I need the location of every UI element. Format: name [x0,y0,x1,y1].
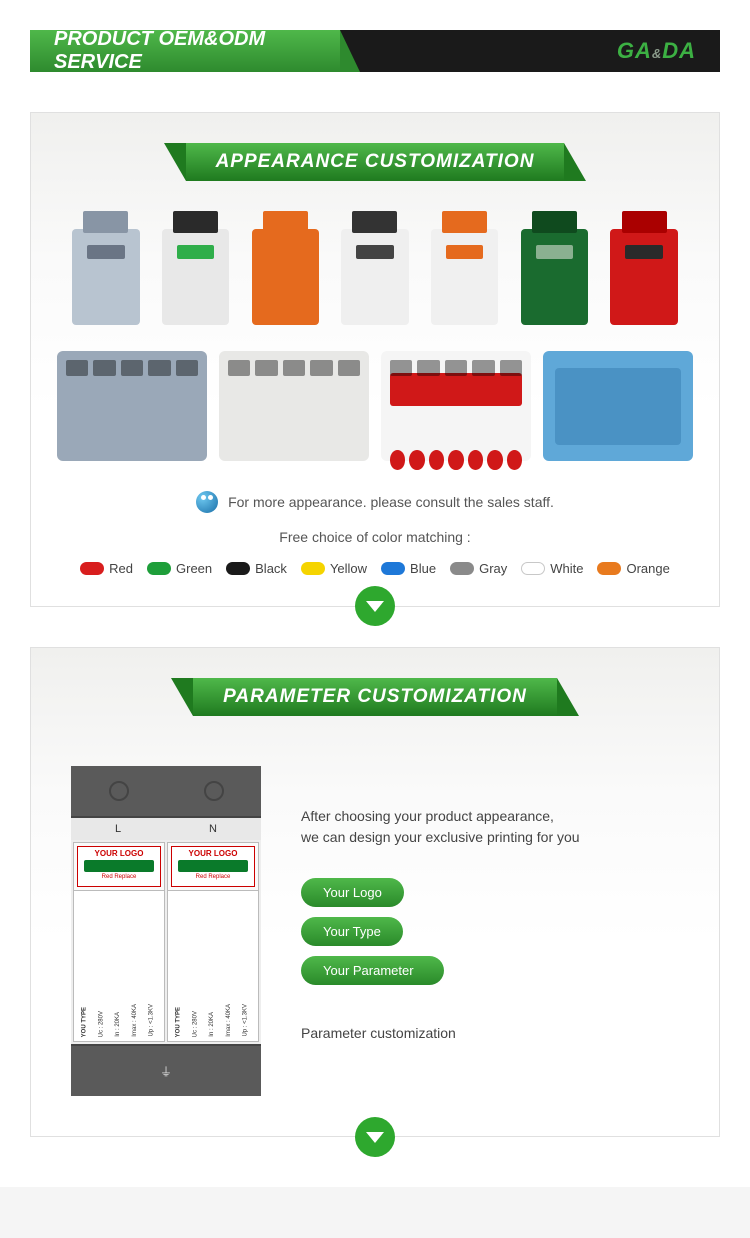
product-wide [381,351,531,461]
info-ball-icon [196,491,218,513]
product-wide [543,351,693,461]
module-logo-band: YOUR LOGO Red Replace [171,846,255,887]
terminal-l: L [115,823,121,835]
terminal-n: N [209,823,217,835]
down-chevron-icon [355,586,395,626]
appearance-card: APPEARANCE CUSTOMIZATION For more appear… [30,112,720,607]
param-footer: Parameter customization [301,1025,679,1041]
module-red-text: Red Replace [172,874,254,880]
color-swatch: Orange [597,561,669,576]
info-text: For more appearance. please consult the … [228,494,554,510]
module-indicator [84,860,154,872]
module-indicator [178,860,248,872]
device-diagram: L N YOUR LOGO Red Replace YOU TYPE Uc : … [71,766,261,1096]
logo-part1: GA [617,38,652,63]
swatch-label: Gray [479,561,507,576]
swatch-pill [597,562,621,575]
desc-line-1: After choosing your product appearance, [301,806,679,827]
color-swatch: Gray [450,561,507,576]
product-small [248,211,323,331]
color-swatches: Red Green Black Yellow Blue Gray White Orange [31,561,719,576]
parameter-card: PARAMETER CUSTOMIZATION L N YOUR LOGO Re… [30,647,720,1137]
module-logo-text: YOUR LOGO [172,849,254,858]
product-small [607,211,682,331]
swatch-pill [301,562,325,575]
ground-icon: ⏚ [160,1063,172,1080]
swatch-label: Red [109,561,133,576]
swatch-pill [147,562,171,575]
logo-part2: DA [662,38,696,63]
module-red-text: Red Replace [78,874,160,880]
product-wide [219,351,369,461]
swatch-label: Blue [410,561,436,576]
desc-line-2: we can design your exclusive printing fo… [301,827,679,848]
header-logo-area: GA&DA [340,30,720,72]
swatch-label: White [550,561,583,576]
appearance-banner: APPEARANCE CUSTOMIZATION [186,143,565,181]
swatch-label: Green [176,561,212,576]
device-ln-row: L N [71,818,261,840]
product-row-1 [31,211,719,331]
swatch-pill [226,562,250,575]
product-small [427,211,502,331]
product-row-2 [31,351,719,461]
swatch-pill [521,562,545,575]
choice-text: Free choice of color matching : [31,529,719,545]
param-description: After choosing your product appearance, … [301,806,679,848]
color-swatch: Black [226,561,287,576]
brand-logo: GA&DA [617,38,696,64]
parameter-banner: PARAMETER CUSTOMIZATION [193,678,557,716]
device-modules: YOUR LOGO Red Replace YOU TYPE Uc : 280V… [71,840,261,1044]
product-small [68,211,143,331]
color-swatch: Yellow [301,561,367,576]
module-logo-text: YOUR LOGO [78,849,160,858]
device-module: YOUR LOGO Red Replace YOU TYPE Uc : 280V… [73,842,165,1042]
device-top [71,766,261,818]
product-wide [57,351,207,461]
swatch-pill [381,562,405,575]
product-small [158,211,233,331]
info-line: For more appearance. please consult the … [31,491,719,513]
header-bar: PRODUCT OEM&ODM SERVICE GA&DA [30,30,720,72]
color-swatch: Red [80,561,133,576]
color-swatch: Blue [381,561,436,576]
param-pill: Your Parameter [301,956,444,985]
device-module: YOUR LOGO Red Replace YOU TYPE Uc : 280V… [167,842,259,1042]
param-pill: Your Type [301,917,403,946]
parameter-text-block: After choosing your product appearance, … [301,766,679,1041]
header-title: PRODUCT OEM&ODM SERVICE [30,30,340,72]
swatch-label: Orange [626,561,669,576]
product-small [337,211,412,331]
module-params: YOU TYPE Uc : 280VIn : 20KAImax : 40KAUp… [74,890,164,1041]
device-bottom: ⏚ [71,1044,261,1096]
swatch-pill [450,562,474,575]
module-logo-band: YOUR LOGO Red Replace [77,846,161,887]
swatch-label: Yellow [330,561,367,576]
color-swatch: White [521,561,583,576]
swatch-label: Black [255,561,287,576]
swatch-pill [80,562,104,575]
color-swatch: Green [147,561,212,576]
down-chevron-icon [355,1117,395,1157]
module-params: YOU TYPE Uc : 280VIn : 20KAImax : 40KAUp… [168,890,258,1041]
param-pill: Your Logo [301,878,404,907]
logo-amp: & [652,46,662,61]
product-small [517,211,592,331]
